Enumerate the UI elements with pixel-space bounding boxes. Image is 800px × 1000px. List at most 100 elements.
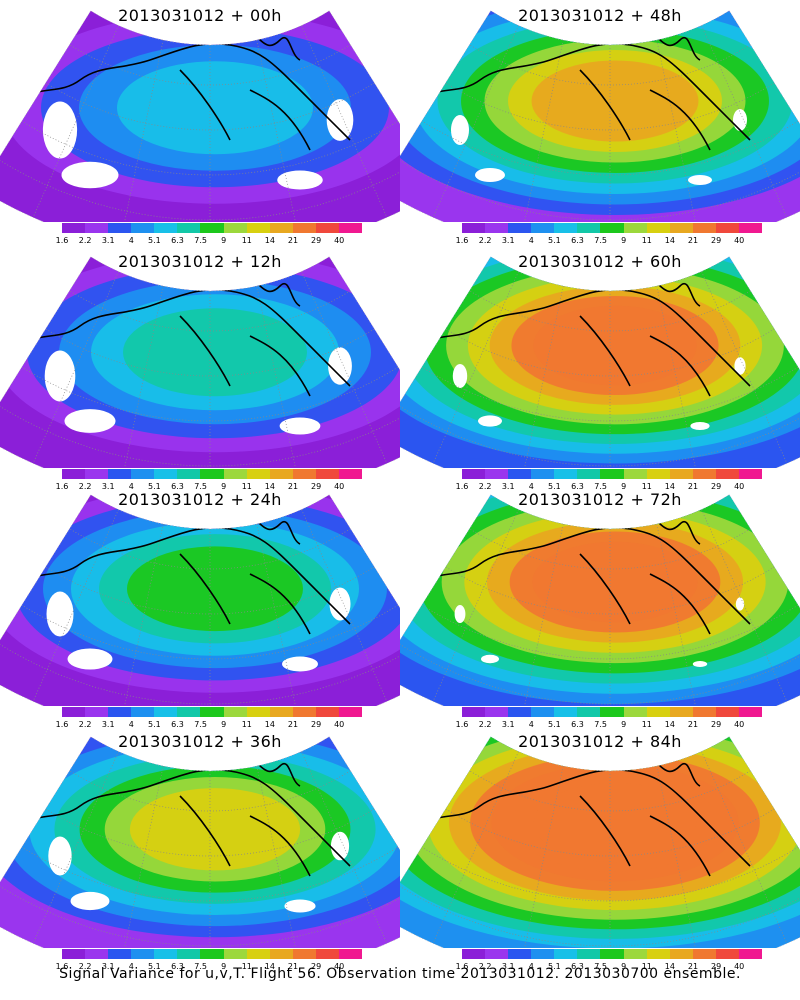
graticule-line <box>432 25 519 218</box>
colorbar-labels: 1.6 2.2 3.1 4 5.1 6.3 7.5 9 11 14 21 29 40 <box>54 236 370 246</box>
colorbar-segment <box>508 223 532 233</box>
graticule-line <box>701 509 788 702</box>
graticule-line <box>69 44 351 86</box>
colorbar-label: 29 <box>711 482 722 491</box>
colorbar-label: 2.2 <box>478 236 492 245</box>
map-boundary <box>400 10 800 222</box>
colorbar-segment <box>85 707 109 717</box>
colorbar-segment <box>62 707 86 717</box>
colorbar-label: 14 <box>264 720 275 729</box>
colorbar-segment <box>485 949 509 959</box>
graticule-line <box>32 271 119 464</box>
colorbar <box>462 707 763 717</box>
colorbar-segment <box>623 223 647 233</box>
graticule-line <box>469 44 751 86</box>
colorbar-label: 7.5 <box>594 236 607 245</box>
colorbar-segment <box>223 949 247 959</box>
below-threshold-area <box>688 175 712 185</box>
colorbar-label: 6.3 <box>171 482 184 491</box>
colorbar-segment <box>646 223 670 233</box>
colorbar-label: 29 <box>711 720 722 729</box>
graticule-line <box>469 770 751 812</box>
colorbar-segment <box>108 949 132 959</box>
coastline <box>19 513 351 635</box>
colorbar-segment <box>508 949 532 959</box>
colorbar-segment <box>577 707 601 717</box>
below-threshold-area <box>326 99 354 141</box>
colorbar-segment <box>315 469 339 479</box>
colorbar-label: 5.1 <box>548 962 561 971</box>
colorbar-label: 7.5 <box>594 482 607 491</box>
graticule-line <box>400 884 800 947</box>
graticule-line <box>445 82 775 131</box>
colorbar-segment <box>292 223 316 233</box>
panel-title: 2013031012 + 24h <box>118 490 282 509</box>
colorbar-segment <box>62 949 86 959</box>
colorbar-segment <box>131 223 155 233</box>
colorbar-segment <box>577 949 601 959</box>
colorbar-label: 6.3 <box>171 720 184 729</box>
colorbar-segment <box>462 223 486 233</box>
colorbar-label: 6.3 <box>571 962 584 971</box>
map-boundary <box>400 736 800 948</box>
colorbar-segment <box>462 949 486 959</box>
graticule-line <box>445 808 775 857</box>
colorbar-label: 1.6 <box>55 236 69 245</box>
graticule-line <box>701 751 788 944</box>
colorbar-label: 3.1 <box>101 482 115 491</box>
colorbar-segment <box>200 707 224 717</box>
colorbar-label: 2.2 <box>78 482 92 491</box>
graticule-line <box>301 25 388 218</box>
graticule-line <box>445 566 775 615</box>
graticule-line <box>69 290 351 332</box>
below-threshold-area <box>329 587 351 621</box>
colorbar-segment <box>554 469 578 479</box>
graticule-line <box>301 751 388 944</box>
colorbar-segment <box>646 707 670 717</box>
graticule-line <box>656 40 701 222</box>
graticule-line <box>32 25 119 218</box>
colorbar-label: 29 <box>711 962 722 971</box>
colorbar <box>462 949 763 959</box>
colorbar-segment <box>508 707 532 717</box>
graticule-line <box>119 40 164 222</box>
below-threshold-area <box>734 357 746 375</box>
colorbar-label: 1.6 <box>55 720 69 729</box>
graticule-line <box>69 528 351 570</box>
variance-map <box>0 256 400 468</box>
colorbar-label: 1.6 <box>455 236 469 245</box>
colorbar-label: 40 <box>734 962 745 971</box>
colorbar-label: 4 <box>128 962 134 971</box>
colorbar-segment <box>531 707 555 717</box>
colorbar-segment <box>338 707 363 717</box>
map-panel: 2013031012 + 12h 1.6 2.2 3.1 4 5.1 6.3 7.5 9 11 14… <box>0 246 400 492</box>
coastline <box>19 29 351 151</box>
colorbar-label: 9 <box>621 236 627 245</box>
coastline <box>419 755 751 877</box>
colorbar-segment <box>738 223 763 233</box>
colorbar-segment <box>692 707 716 717</box>
colorbar-label: 21 <box>687 720 699 729</box>
colorbar-segment <box>692 469 716 479</box>
colorbar-segment <box>85 223 109 233</box>
colorbar-segment <box>131 707 155 717</box>
colorbar-segment <box>246 707 270 717</box>
below-threshold-area <box>478 415 502 427</box>
colorbar-segment <box>246 223 270 233</box>
map-panel: 2013031012 + 48h 1.6 2.2 3.1 4 5.1 6.3 7.5 9 11 14… <box>400 0 800 246</box>
colorbar-segment <box>485 707 509 717</box>
variance-contour <box>531 60 699 142</box>
colorbar-labels: 1.6 2.2 3.1 4 5.1 6.3 7.5 9 11 14 21 29 40 <box>454 962 770 972</box>
figure-caption: Signal Variance for u,v,T. Flight 56. Ob… <box>59 966 741 982</box>
colorbar-label: 7.5 <box>194 482 207 491</box>
colorbar-label: 11 <box>641 720 652 729</box>
colorbar-label: 7.5 <box>594 720 607 729</box>
colorbar-label: 2.2 <box>78 236 92 245</box>
graticule-line <box>32 509 119 702</box>
panel-title: 2013031012 + 00h <box>118 6 282 25</box>
colorbar-segment <box>715 469 739 479</box>
map-boundary <box>400 494 800 706</box>
colorbar-segment <box>554 707 578 717</box>
variance-map <box>0 736 400 948</box>
colorbar-segment <box>315 949 339 959</box>
